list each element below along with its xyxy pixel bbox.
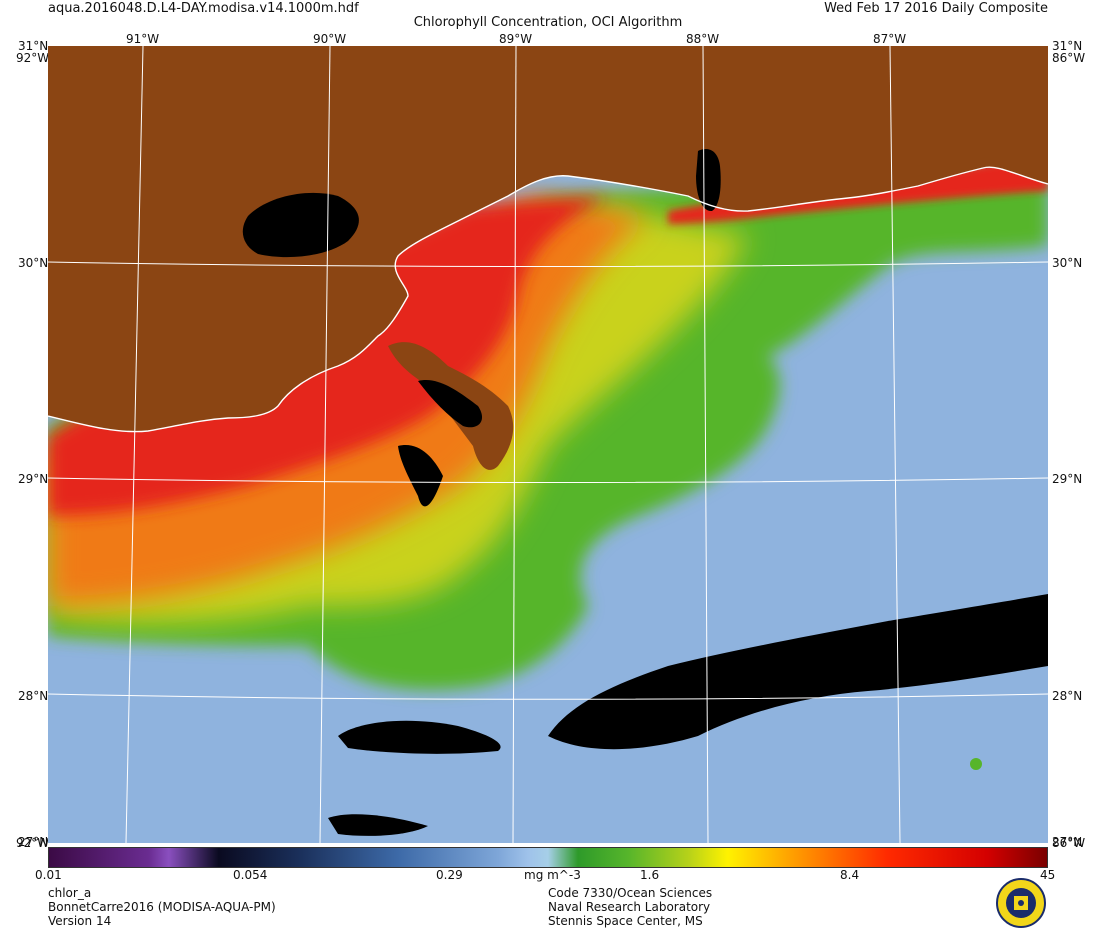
mobile-bay bbox=[696, 148, 721, 212]
footer-code: Code 7330/Ocean Sciences bbox=[548, 886, 713, 900]
lon-label-89w: 89°W bbox=[499, 32, 533, 46]
no-data-cloud-band-east bbox=[548, 594, 1048, 750]
lon-label-87w: 87°W bbox=[873, 32, 907, 46]
corner-bottom-left-lat: 27°N bbox=[18, 835, 49, 849]
footer-lab: Naval Research Laboratory bbox=[548, 900, 711, 914]
corner-top-right-lat: 31°N bbox=[1052, 39, 1083, 53]
corner-bottom-right-lon: 86°W bbox=[1052, 836, 1086, 850]
colorbar-tick-0.054: 0.054 bbox=[233, 868, 268, 882]
colorbar-tick-45: 45 bbox=[1040, 868, 1056, 882]
no-data-delta-shadow bbox=[418, 380, 483, 428]
footer-product: chlor_a bbox=[48, 886, 92, 900]
colorbar-gradient bbox=[49, 848, 1047, 867]
lon-label-88w: 88°W bbox=[686, 32, 720, 46]
chlorophyll-map[interactable] bbox=[48, 46, 1048, 843]
colorbar-tick-0.29: 0.29 bbox=[436, 868, 463, 882]
no-data-cloud-band-west bbox=[338, 720, 501, 754]
no-data-delta-south bbox=[398, 445, 443, 507]
corner-top-right-lon: 86°W bbox=[1052, 51, 1086, 65]
colorbar-tick-1.6: 1.6 bbox=[640, 868, 660, 882]
graticule bbox=[48, 46, 1048, 843]
lat-label-29n-left: 29°N bbox=[18, 472, 49, 486]
lat-label-28n-left: 28°N bbox=[18, 689, 49, 703]
corner-top-left-lat: 31°N bbox=[18, 39, 49, 53]
lat-label-30n-left: 30°N bbox=[18, 256, 49, 270]
colorbar-units: mg m^-3 bbox=[524, 868, 581, 882]
eddy-feature bbox=[970, 758, 982, 770]
lat-label-29n-right: 29°N bbox=[1052, 472, 1083, 486]
no-data-cloud-bottom bbox=[328, 814, 428, 836]
lon-label-90w: 90°W bbox=[313, 32, 347, 46]
corner-bottom-left-lon: 92°W bbox=[16, 836, 50, 850]
colorbar-tick-8.4: 8.4 bbox=[840, 868, 860, 882]
footer-version: Version 14 bbox=[48, 914, 112, 928]
corner-bottom-right-lat: 27°N bbox=[1052, 835, 1083, 849]
file-name: aqua.2016048.D.L4-DAY.modisa.v14.1000m.h… bbox=[48, 1, 359, 16]
land-area bbox=[48, 46, 1048, 432]
composite-date: Wed Feb 17 2016 Daily Composite bbox=[824, 1, 1048, 16]
lat-label-30n-right: 30°N bbox=[1052, 256, 1083, 270]
coastline bbox=[48, 166, 1048, 433]
map-image bbox=[48, 46, 1048, 843]
footer-location: Stennis Space Center, MS bbox=[548, 914, 703, 928]
colorbar bbox=[48, 847, 1048, 868]
corner-top-left-lon: 92°W bbox=[16, 51, 50, 65]
footer-dataset: BonnetCarre2016 (MODISA-AQUA-PM) bbox=[48, 900, 276, 914]
lake-pontchartrain bbox=[242, 192, 359, 258]
map-title: Chlorophyll Concentration, OCI Algorithm bbox=[413, 15, 683, 30]
colorbar-tick-0.01: 0.01 bbox=[35, 868, 62, 882]
lon-label-91w: 91°W bbox=[126, 32, 160, 46]
nrl-seal-icon bbox=[996, 878, 1046, 928]
lat-label-28n-right: 28°N bbox=[1052, 689, 1083, 703]
